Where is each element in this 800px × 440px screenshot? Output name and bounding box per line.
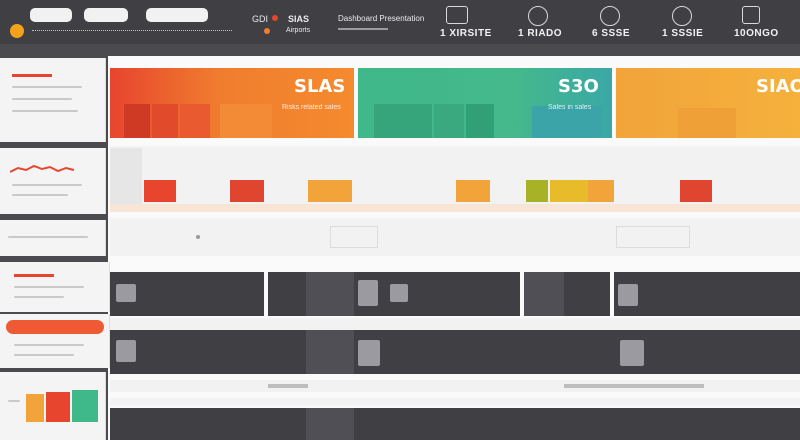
globe-icon [528,6,548,26]
text-line [8,400,20,402]
left-card-2[interactable] [0,148,106,214]
nav-item-2[interactable]: 1 RIADO [518,6,562,39]
mini-bar [46,392,70,422]
row-band-8 [110,398,800,406]
header-subtitle: Dashboard Presentation [338,14,425,23]
item-thumb-icon[interactable] [116,284,136,302]
metric-bar[interactable] [526,180,548,202]
item-thumb-icon[interactable] [618,284,638,306]
row-line [268,384,308,388]
laptop-icon [446,6,468,24]
item-thumb-icon[interactable] [620,340,644,366]
column [306,272,354,316]
row-band-2 [110,218,800,256]
left-card-6[interactable] [0,372,106,440]
banner-block [124,104,150,138]
top-bar: GDI SIAS Airports Dashboard Presentation… [0,0,800,44]
row-band-6 [110,380,800,392]
nav-item-1[interactable]: 1 XIRSITE [440,6,492,39]
text-line [14,354,74,356]
banner-1[interactable]: SLAS Risks related sales [110,68,354,138]
left-card-1[interactable] [0,58,106,142]
coins-icon [600,6,620,26]
metric-bar[interactable] [550,180,588,202]
text-line [12,86,82,88]
banner-block [434,104,464,138]
column [306,408,354,440]
row-line [564,384,704,388]
banner-2-title: S3O [558,76,599,97]
left-card-4[interactable] [0,262,110,312]
header-label-b-sub: Airports [286,27,311,34]
header-label-b: SIAS [288,14,310,24]
cell-box[interactable] [616,226,690,248]
banner-block [532,106,602,138]
banner-2-sub: Sales in sales [548,104,592,111]
text-line [14,344,84,346]
column [524,272,564,316]
filter-field[interactable] [84,8,128,22]
row-band-5 [110,330,800,374]
row-band-3 [110,272,800,316]
card-accent [12,74,52,77]
left-card-3[interactable] [0,220,106,256]
banner-2[interactable]: S3O Sales in sales [358,68,612,138]
row-highlight [110,204,800,212]
text-line [12,98,72,100]
metric-bar[interactable] [144,180,176,202]
banner-3-title: SIAO [756,76,800,97]
banner-1-title: SLAS [294,76,346,97]
header-label-a: GDI [252,14,269,24]
item-thumb-icon[interactable] [358,280,378,306]
column [110,148,142,212]
banner-block [374,104,432,138]
banner-block [152,104,178,138]
text-line [12,110,78,112]
date-field[interactable] [146,8,208,22]
banner-block [678,108,736,138]
item-thumb-icon[interactable] [116,340,136,362]
document-icon [742,6,760,24]
banner-3[interactable]: SIAO [616,68,800,138]
alert-dot-icon [272,15,278,21]
text-line [14,296,64,298]
item-thumb-icon[interactable] [358,340,380,366]
left-card-5[interactable] [0,314,110,368]
row-band-1 [110,146,800,212]
item-thumb-icon[interactable] [390,284,408,302]
nav-item-3[interactable]: 6 SSSE [592,6,630,39]
metric-bar[interactable] [308,180,352,202]
column [306,330,354,374]
search-field[interactable] [30,8,72,22]
warning-dot-icon [264,28,270,34]
clock-icon [672,6,692,26]
text-line [8,236,88,238]
subtitle-underline [338,28,388,30]
metric-bar[interactable] [456,180,490,202]
sparkline-icon [10,164,75,173]
mini-bar [72,390,98,422]
text-line [12,194,68,196]
status-dot-icon [10,24,24,38]
row-band-7 [110,408,800,440]
progress-pill[interactable] [6,320,104,334]
banner-block [466,104,494,138]
text-line [12,184,82,186]
metric-bar[interactable] [680,180,712,202]
text-line [14,286,84,288]
nav-item-5[interactable]: 10ONGO [734,6,779,39]
metric-bar[interactable] [588,180,614,202]
banner-block [220,104,272,138]
card-accent [14,274,54,277]
banner-1-sub: Risks related sales [282,104,341,111]
nav-item-4[interactable]: 1 SSSIE [662,6,703,39]
mini-bar [26,394,44,422]
cell-box[interactable] [330,226,378,248]
banner-block [180,104,210,138]
row-band-4 [110,318,800,330]
timeline-divider [32,30,232,31]
metric-bar[interactable] [230,180,264,202]
dot-icon [196,235,200,239]
